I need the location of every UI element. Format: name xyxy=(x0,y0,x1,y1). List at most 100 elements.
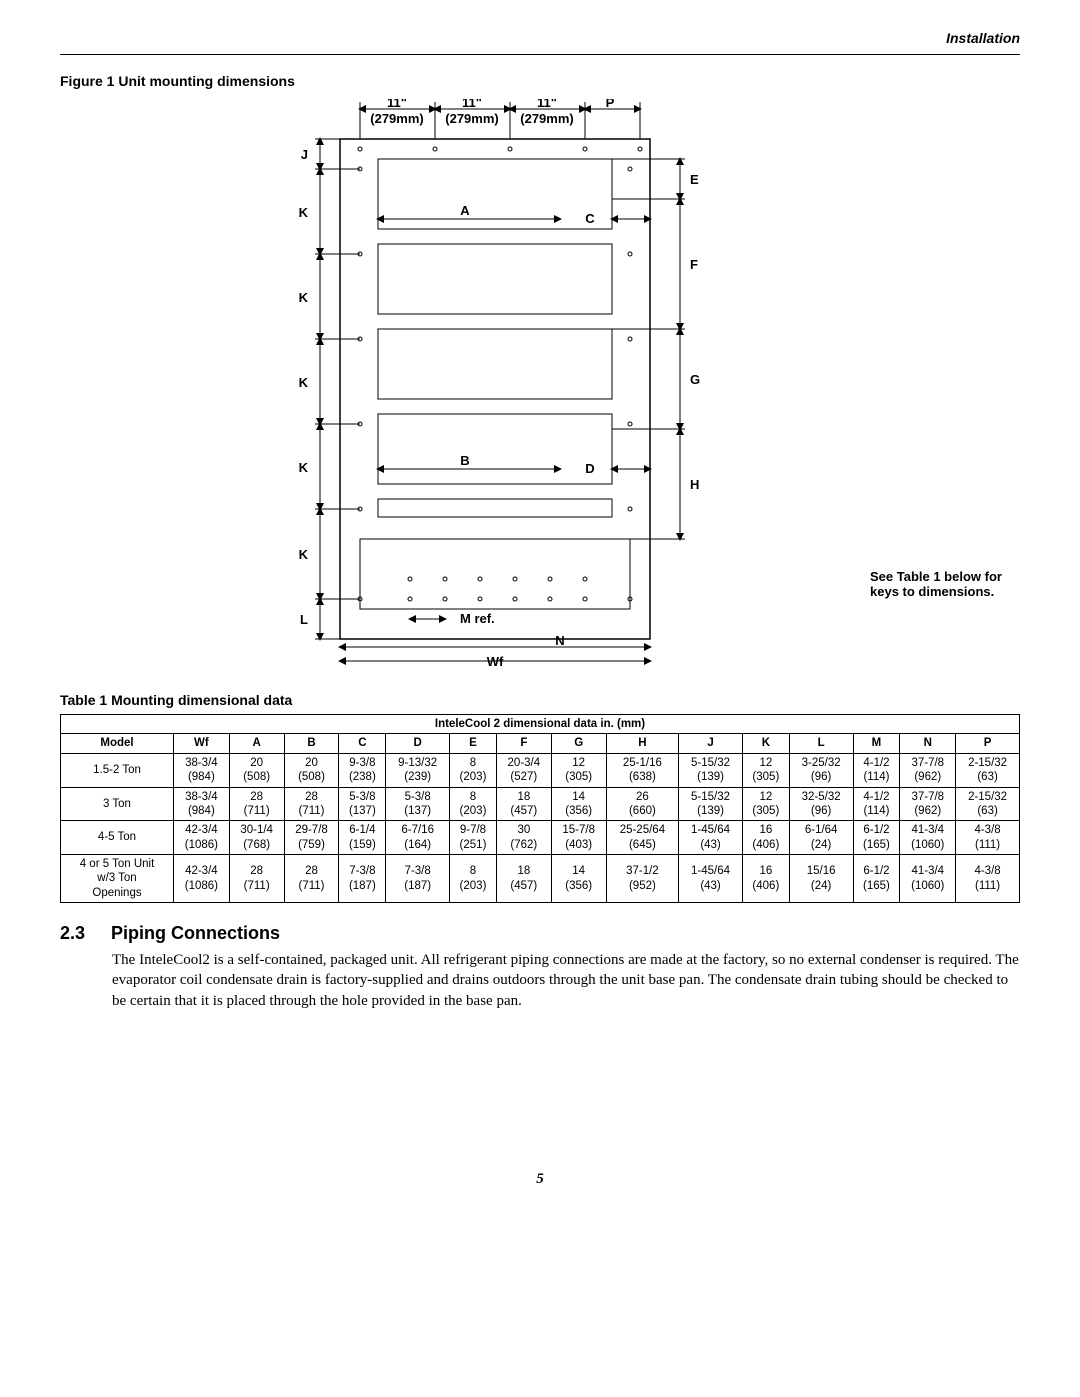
table-cell: 5-15/32 (139) xyxy=(679,753,743,787)
table-cell: 41-3/4 (1060) xyxy=(900,821,956,855)
svg-text:K: K xyxy=(299,460,309,475)
table-col-header: A xyxy=(229,734,284,753)
table-col-header: P xyxy=(956,734,1020,753)
table-cell: 20 (508) xyxy=(229,753,284,787)
svg-text:11": 11" xyxy=(537,99,557,110)
figure-label: Figure 1 Unit mounting dimensions xyxy=(60,73,1020,89)
table-cell: 42-3/4 (1086) xyxy=(174,821,230,855)
table-cell-model: 4 or 5 Ton Unit w/3 Ton Openings xyxy=(61,855,174,903)
table-label: Table 1 Mounting dimensional data xyxy=(60,692,1020,708)
table-cell: 32-5/32 (96) xyxy=(789,787,853,821)
table-cell: 1-45/64 (43) xyxy=(679,855,743,903)
svg-text:11": 11" xyxy=(387,99,407,110)
table-col-header: L xyxy=(789,734,853,753)
table-row: 4-5 Ton42-3/4 (1086)30-1/4 (768)29-7/8 (… xyxy=(61,821,1020,855)
table-cell: 9-7/8 (251) xyxy=(450,821,497,855)
table-cell: 25-25/64 (645) xyxy=(606,821,679,855)
table-cell: 14 (356) xyxy=(551,787,606,821)
svg-text:P: P xyxy=(606,99,615,110)
table-cell: 8 (203) xyxy=(450,753,497,787)
table-col-header: M xyxy=(853,734,900,753)
table-cell: 26 (660) xyxy=(606,787,679,821)
svg-text:J: J xyxy=(301,147,308,162)
table-cell: 5-3/8 (137) xyxy=(386,787,450,821)
table-row: 3 Ton38-3/4 (984)28 (711)28 (711)5-3/8 (… xyxy=(61,787,1020,821)
table-cell: 38-3/4 (984) xyxy=(174,787,230,821)
mounting-diagram: 11" (279mm) 11" (279mm) 11" (279mm) P J … xyxy=(260,99,820,669)
section-body: The InteleCool2 is a self-contained, pac… xyxy=(112,950,1020,1011)
table-cell: 4-3/8 (111) xyxy=(956,855,1020,903)
svg-text:(279mm): (279mm) xyxy=(520,111,573,126)
table-cell: 41-3/4 (1060) xyxy=(900,855,956,903)
table-cell: 16 (406) xyxy=(742,855,789,903)
section-number: 2.3 xyxy=(60,923,85,943)
table-cell-model: 3 Ton xyxy=(61,787,174,821)
table-cell-model: 1.5-2 Ton xyxy=(61,753,174,787)
table-cell: 7-3/8 (187) xyxy=(386,855,450,903)
table-cell: 2-15/32 (63) xyxy=(956,787,1020,821)
table-cell: 42-3/4 (1086) xyxy=(174,855,230,903)
table-cell-model: 4-5 Ton xyxy=(61,821,174,855)
table-cell: 8 (203) xyxy=(450,787,497,821)
table-col-header: K xyxy=(742,734,789,753)
figure-note: See Table 1 below for keys to dimensions… xyxy=(870,569,1030,599)
table-cell: 5-15/32 (139) xyxy=(679,787,743,821)
table-col-header: B xyxy=(284,734,339,753)
table-cell: 30 (762) xyxy=(496,821,551,855)
svg-text:K: K xyxy=(299,205,309,220)
table-cell: 28 (711) xyxy=(284,787,339,821)
table-col-header: N xyxy=(900,734,956,753)
table-cell: 6-1/2 (165) xyxy=(853,855,900,903)
svg-text:K: K xyxy=(299,290,309,305)
svg-text:N: N xyxy=(555,633,564,648)
table-cell: 18 (457) xyxy=(496,855,551,903)
table-cell: 29-7/8 (759) xyxy=(284,821,339,855)
table-cell: 15-7/8 (403) xyxy=(551,821,606,855)
table-cell: 7-3/8 (187) xyxy=(339,855,386,903)
svg-text:D: D xyxy=(585,461,594,476)
table-cell: 6-1/4 (159) xyxy=(339,821,386,855)
table-col-header: Model xyxy=(61,734,174,753)
table-cell: 4-1/2 (114) xyxy=(853,753,900,787)
table-cell: 12 (305) xyxy=(742,753,789,787)
table-cell: 16 (406) xyxy=(742,821,789,855)
table-cell: 25-1/16 (638) xyxy=(606,753,679,787)
svg-text:F: F xyxy=(690,257,698,272)
table-cell: 6-7/16 (164) xyxy=(386,821,450,855)
section-title: Piping Connections xyxy=(111,923,280,943)
table-cell: 28 (711) xyxy=(229,787,284,821)
table-cell: 28 (711) xyxy=(229,855,284,903)
page-number: 5 xyxy=(60,1171,1020,1188)
svg-text:Wf: Wf xyxy=(487,654,504,669)
table-cell: 38-3/4 (984) xyxy=(174,753,230,787)
header-rule xyxy=(60,54,1020,55)
table-col-header: G xyxy=(551,734,606,753)
table-cell: 9-13/32 (239) xyxy=(386,753,450,787)
table-col-header: F xyxy=(496,734,551,753)
table-cell: 12 (305) xyxy=(551,753,606,787)
svg-text:11": 11" xyxy=(462,99,482,110)
table-cell: 4-3/8 (111) xyxy=(956,821,1020,855)
table-cell: 37-1/2 (952) xyxy=(606,855,679,903)
table-row: 4 or 5 Ton Unit w/3 Ton Openings42-3/4 (… xyxy=(61,855,1020,903)
table-cell: 20 (508) xyxy=(284,753,339,787)
svg-text:C: C xyxy=(585,211,595,226)
table-cell: 12 (305) xyxy=(742,787,789,821)
svg-text:E: E xyxy=(690,172,699,187)
dimensional-table: InteleCool 2 dimensional data in. (mm) M… xyxy=(60,714,1020,903)
figure-wrap: 11" (279mm) 11" (279mm) 11" (279mm) P J … xyxy=(60,99,1020,672)
svg-text:A: A xyxy=(460,203,470,218)
table-cell: 14 (356) xyxy=(551,855,606,903)
table-cell: 20-3/4 (527) xyxy=(496,753,551,787)
table-cell: 4-1/2 (114) xyxy=(853,787,900,821)
table-col-header: E xyxy=(450,734,497,753)
table-cell: 30-1/4 (768) xyxy=(229,821,284,855)
svg-text:(279mm): (279mm) xyxy=(445,111,498,126)
svg-text:G: G xyxy=(690,372,700,387)
table-col-header: Wf xyxy=(174,734,230,753)
table-col-header: H xyxy=(606,734,679,753)
svg-text:K: K xyxy=(299,547,309,562)
table-cell: 37-7/8 (962) xyxy=(900,787,956,821)
header-section: Installation xyxy=(60,30,1020,46)
table-cell: 6-1/64 (24) xyxy=(789,821,853,855)
